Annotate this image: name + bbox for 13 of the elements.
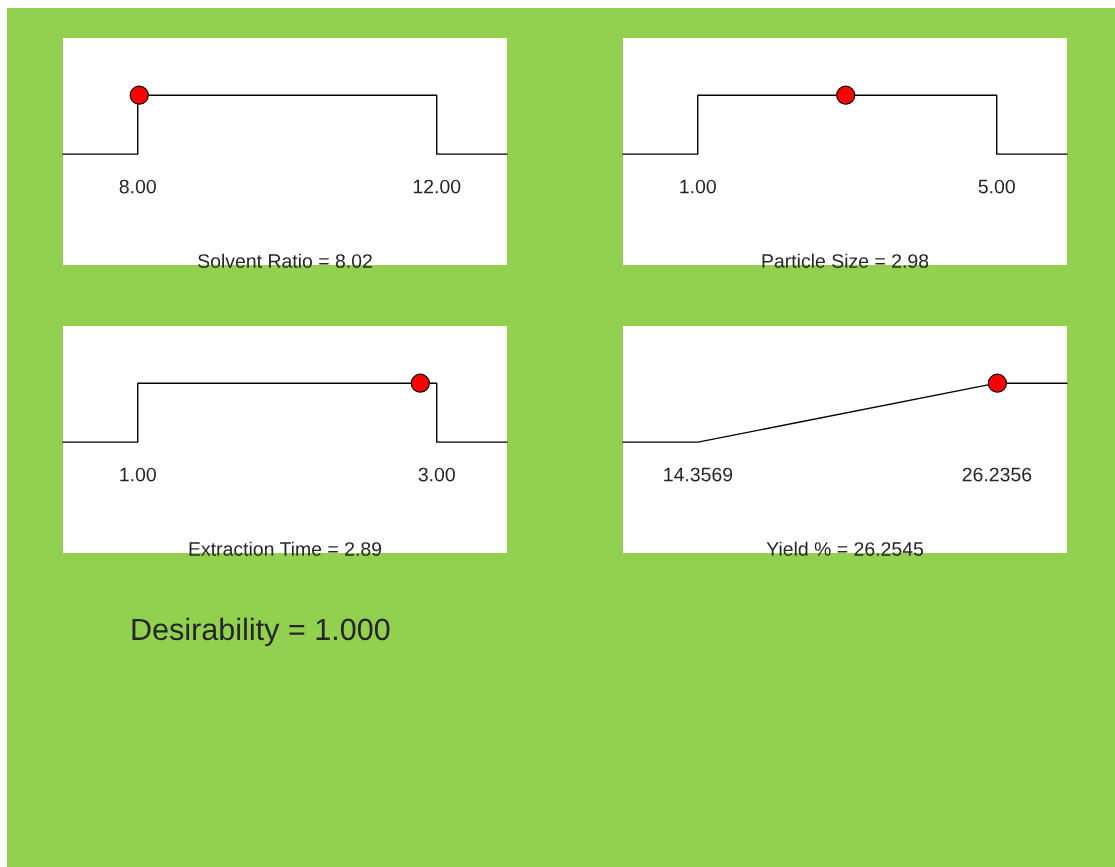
- x-tick-label: 1.00: [120, 467, 156, 482]
- x-tick-label: 5.00: [978, 179, 1015, 194]
- x-tick-label: 1.00: [680, 179, 716, 194]
- x-tick-label: 26.2356: [962, 467, 1032, 482]
- x-axis-title: Particle Size = 2.98: [762, 253, 929, 268]
- x-tick-label: 12.00: [413, 179, 461, 194]
- x-axis-title: Extraction Time = 2.89: [189, 541, 382, 556]
- x-tick-label: 14.3569: [664, 467, 733, 482]
- text: Desirability = 1.000: [132, 617, 390, 647]
- x-axis-title: Solvent Ratio = 8.02: [198, 253, 372, 268]
- x-tick-label: 3.00: [418, 467, 455, 482]
- x-tick-label: 8.00: [119, 179, 156, 194]
- x-axis-title: Yield % = 26.2545: [766, 541, 924, 556]
